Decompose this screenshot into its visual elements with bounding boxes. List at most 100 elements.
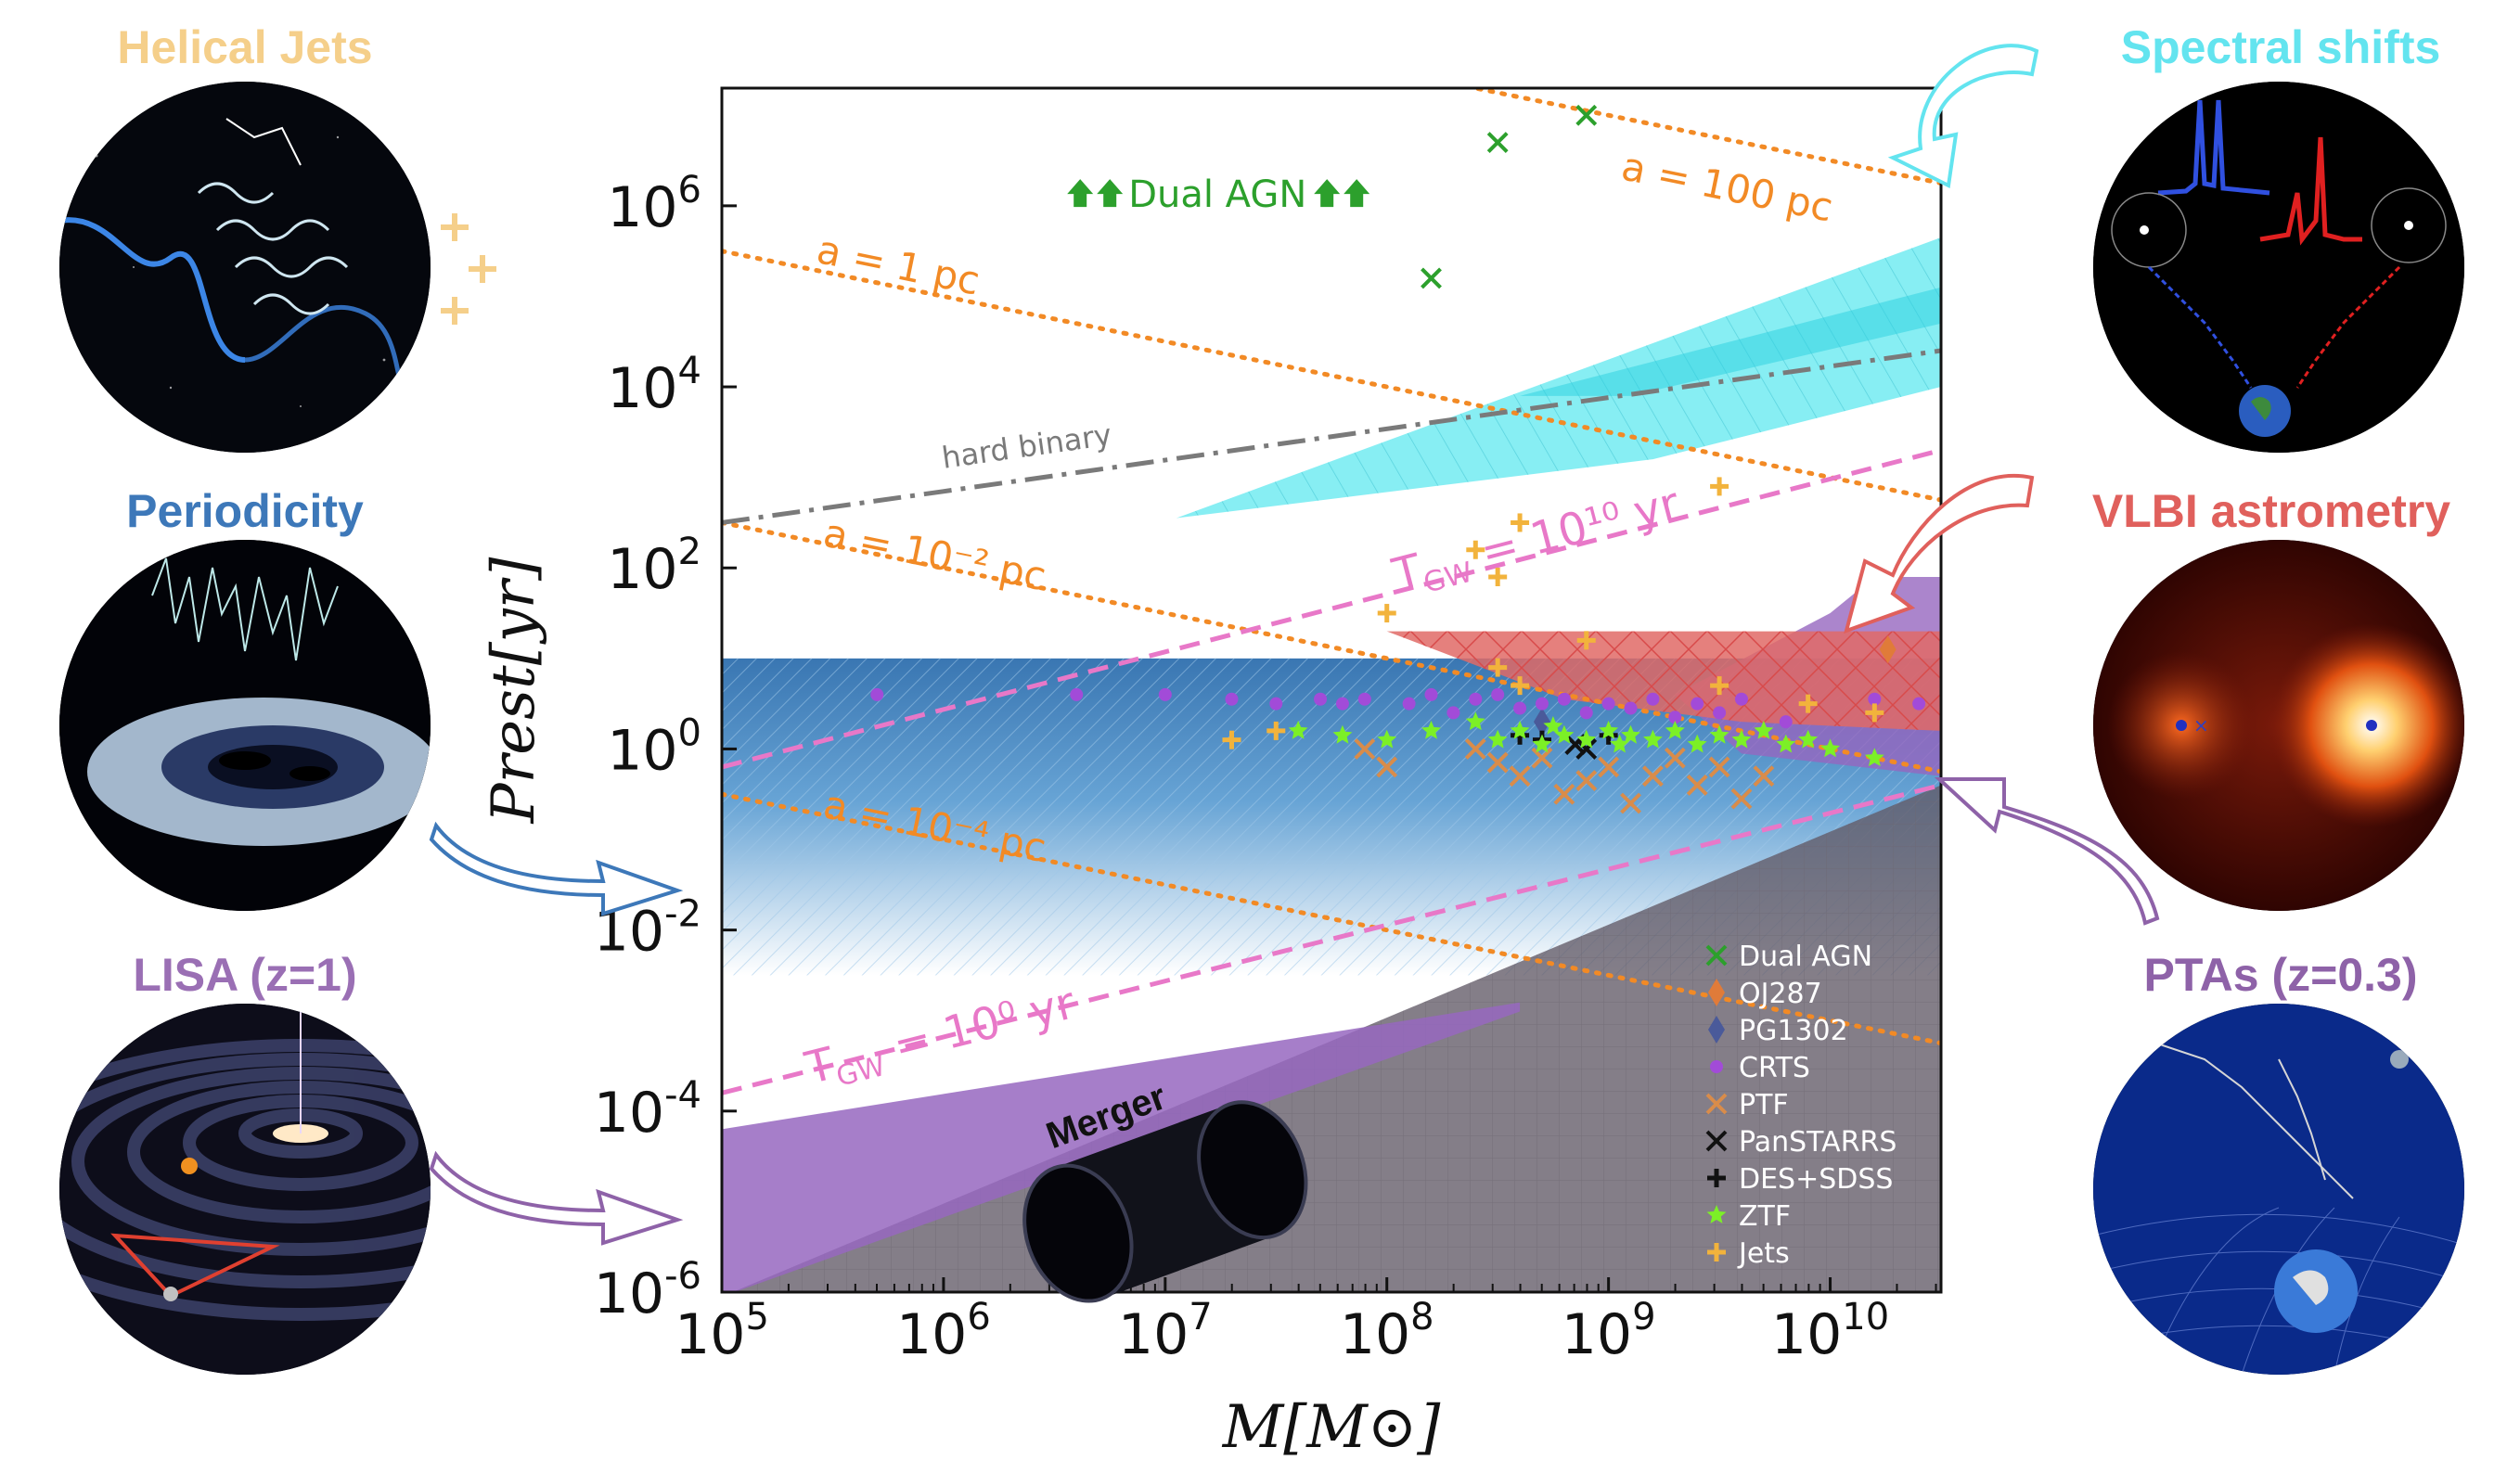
ztf-point-5: [1487, 729, 1508, 749]
ptf-point-13: [1753, 765, 1775, 788]
crts-point-26: [1912, 697, 1926, 711]
axes: 105 106 107 108 109 101010-610-410-2100102104…: [480, 86, 1943, 1460]
legend-label-4: PTF: [1739, 1089, 1789, 1121]
legend-label-0: Dual AGN: [1739, 941, 1872, 973]
ptf-point-4: [1531, 747, 1553, 769]
ztf-point-3: [1421, 720, 1441, 739]
crts-point-10: [1446, 706, 1460, 720]
legend: Dual AGN OJ287 PG1302 CRTS PTF PanSTARRS DES+S…: [1705, 941, 1896, 1270]
separation-line-1pc: [722, 249, 1941, 503]
vlbi-image: ×: [2093, 540, 2464, 911]
ptas-image: [2093, 1004, 2464, 1375]
y-tick-label-6: 106: [607, 169, 701, 240]
crts-point-20: [1668, 711, 1682, 724]
panstarrs-point-0: [1575, 738, 1598, 760]
gw-timescale-line-1e0: [722, 783, 1941, 1095]
lisa-title: LISA (z=1): [133, 949, 357, 1001]
x-tick-label-2: 107: [1118, 1296, 1213, 1367]
ztf-point-10: [1576, 729, 1597, 749]
ptf-point-12: [1730, 788, 1753, 810]
ztf-point-20: [1776, 734, 1796, 753]
x-tick-label-4: 109: [1562, 1296, 1656, 1367]
merger-cylinder: [1022, 1100, 1308, 1303]
legend-marker-4: [1705, 1093, 1728, 1115]
x-tick-label-0: 105: [675, 1296, 769, 1367]
x-tick-label-1: 106: [896, 1296, 991, 1367]
plot-frame: [720, 86, 1943, 1294]
ptf-point-10: [1686, 775, 1708, 796]
y-tick-label-4: 102: [607, 531, 701, 602]
legend-marker-1: [1708, 979, 1725, 1006]
ztf-point-1: [1332, 724, 1353, 744]
arrow-lisa: [429, 1150, 684, 1246]
crts-point-12: [1491, 687, 1505, 701]
y-tick-label-0: 10-6: [594, 1255, 701, 1326]
periodicity-image: [59, 540, 431, 911]
jets-point-9: [1710, 676, 1729, 696]
jets-point-2: [1377, 604, 1396, 623]
helical-jets-image: [59, 82, 431, 453]
ztf-point-17: [1709, 724, 1729, 744]
crts-point-9: [1424, 687, 1438, 701]
hard-binary-line: [722, 348, 1941, 525]
jets-point-8: [1488, 658, 1508, 677]
legend-marker-5: [1705, 1130, 1728, 1152]
arrow-periodicity: [429, 821, 684, 916]
x-tick-label-3: 108: [1340, 1296, 1434, 1367]
oj287-point-0: [1879, 635, 1896, 664]
dual-agn-arrow-1: [1097, 179, 1124, 208]
helical-jets-plus-marks: [436, 204, 510, 347]
ztf-point-9: [1554, 724, 1575, 744]
crts-point-0: [870, 687, 884, 701]
ztf-point-21: [1798, 729, 1819, 749]
x-tick-label-5: 1010: [1771, 1296, 1889, 1367]
ptf-point-9: [1664, 747, 1686, 769]
dual-agn-arrow-3: [1344, 179, 1370, 208]
legend-marker-8: [1707, 1243, 1726, 1261]
ztf-point-11: [1599, 720, 1619, 739]
ztf-point-0: [1288, 720, 1308, 739]
ptf-point-8: [1642, 765, 1664, 788]
y-tick-label-5: 104: [607, 350, 701, 421]
vlbi-astrometry-title: VLBI astrometry: [2091, 485, 2451, 537]
dual-agn-label: Dual AGN: [1128, 173, 1306, 216]
crts-point-6: [1335, 697, 1349, 711]
spectral-shifts-title: Spectral shifts: [2120, 21, 2441, 73]
spectral-shifts-image: [2093, 82, 2464, 453]
data-markers: [870, 104, 1926, 814]
crts-point-15: [1557, 692, 1571, 706]
helical-jets-title: Helical Jets: [117, 21, 373, 73]
dual-agn-point-2: [1421, 267, 1442, 289]
crts-point-8: [1402, 697, 1416, 711]
crts-point-18: [1624, 701, 1638, 715]
crts-point-14: [1535, 697, 1549, 711]
crts-point-4: [1269, 697, 1283, 711]
lisa-image: [59, 1004, 431, 1375]
legend-marker-0: [1705, 944, 1728, 967]
jets-point-10: [1865, 703, 1884, 723]
spectral-band-inner: [1520, 287, 1941, 396]
crts-point-21: [1691, 697, 1704, 711]
panel-arrows: [429, 44, 2160, 1246]
legend-label-3: CRTS: [1739, 1052, 1810, 1084]
periodicity-title: Periodicity: [126, 485, 364, 537]
jets-point-3: [1466, 540, 1485, 559]
ptf-point-3: [1509, 765, 1531, 788]
arrow-spectral-shifts: [1887, 44, 2039, 189]
pg1302-point-0: [1533, 708, 1550, 736]
dual-agn-point-1: [1575, 104, 1598, 126]
jets-point-0: [1266, 721, 1286, 740]
crts-point-25: [1868, 692, 1882, 706]
jets-point-12: [1511, 676, 1530, 696]
legend-label-2: PG1302: [1739, 1015, 1848, 1047]
legend-marker-3: [1710, 1060, 1723, 1073]
y-tick-label-1: 10-4: [594, 1074, 701, 1146]
crts-point-5: [1314, 692, 1328, 706]
crts-point-2: [1158, 687, 1172, 701]
jets-point-7: [1576, 631, 1596, 650]
ztf-point-16: [1687, 734, 1707, 753]
crts-point-16: [1579, 706, 1593, 720]
crts-point-17: [1601, 697, 1615, 711]
ptf-point-2: [1464, 738, 1486, 760]
separation-line-100pc: [1463, 88, 1941, 186]
